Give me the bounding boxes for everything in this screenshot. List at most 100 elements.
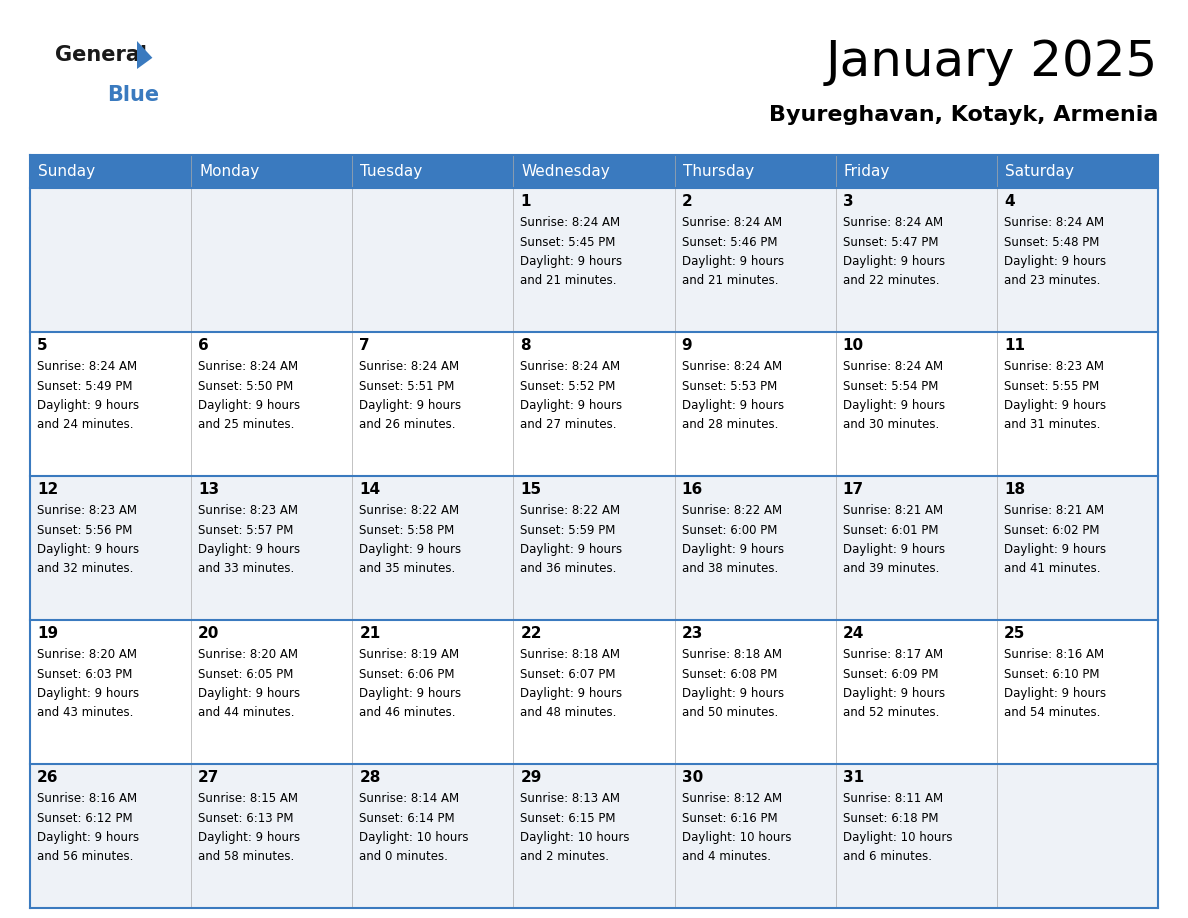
Text: Sunrise: 8:12 AM: Sunrise: 8:12 AM: [682, 792, 782, 805]
Text: Sunrise: 8:24 AM: Sunrise: 8:24 AM: [1004, 216, 1104, 229]
Text: Daylight: 9 hours: Daylight: 9 hours: [37, 687, 139, 700]
Text: Sunrise: 8:11 AM: Sunrise: 8:11 AM: [842, 792, 943, 805]
Text: 26: 26: [37, 770, 58, 785]
Bar: [675, 155, 835, 188]
Text: Sunrise: 8:23 AM: Sunrise: 8:23 AM: [1004, 360, 1104, 373]
Text: and 43 minutes.: and 43 minutes.: [37, 707, 133, 720]
Text: Daylight: 9 hours: Daylight: 9 hours: [682, 399, 784, 412]
Text: and 4 minutes.: and 4 minutes.: [682, 850, 771, 864]
Text: 12: 12: [37, 482, 58, 497]
Text: Sunset: 5:53 PM: Sunset: 5:53 PM: [682, 379, 777, 393]
Text: 2: 2: [682, 194, 693, 209]
Text: Sunset: 6:07 PM: Sunset: 6:07 PM: [520, 667, 615, 680]
Text: Daylight: 10 hours: Daylight: 10 hours: [682, 831, 791, 844]
Text: 24: 24: [842, 626, 864, 641]
Text: Daylight: 9 hours: Daylight: 9 hours: [842, 255, 944, 268]
Text: Sunrise: 8:15 AM: Sunrise: 8:15 AM: [198, 792, 298, 805]
Text: 8: 8: [520, 338, 531, 353]
Text: Daylight: 9 hours: Daylight: 9 hours: [842, 687, 944, 700]
Text: and 22 minutes.: and 22 minutes.: [842, 274, 940, 287]
Text: 15: 15: [520, 482, 542, 497]
Text: Sunset: 5:45 PM: Sunset: 5:45 PM: [520, 236, 615, 249]
Text: Sunset: 6:18 PM: Sunset: 6:18 PM: [842, 812, 939, 824]
Text: Daylight: 9 hours: Daylight: 9 hours: [37, 543, 139, 556]
Text: and 23 minutes.: and 23 minutes.: [1004, 274, 1100, 287]
Text: and 54 minutes.: and 54 minutes.: [1004, 707, 1100, 720]
Text: Sunrise: 8:20 AM: Sunrise: 8:20 AM: [198, 648, 298, 661]
Bar: [30, 476, 1158, 620]
Text: 4: 4: [1004, 194, 1015, 209]
Text: and 27 minutes.: and 27 minutes.: [520, 419, 617, 431]
Text: and 6 minutes.: and 6 minutes.: [842, 850, 931, 864]
Text: and 31 minutes.: and 31 minutes.: [1004, 419, 1100, 431]
Text: Wednesday: Wednesday: [522, 164, 611, 179]
Text: Daylight: 9 hours: Daylight: 9 hours: [37, 399, 139, 412]
Text: 28: 28: [359, 770, 380, 785]
Bar: [353, 155, 513, 188]
Text: Daylight: 9 hours: Daylight: 9 hours: [520, 543, 623, 556]
Text: and 56 minutes.: and 56 minutes.: [37, 850, 133, 864]
Text: and 30 minutes.: and 30 minutes.: [842, 419, 939, 431]
Text: and 35 minutes.: and 35 minutes.: [359, 563, 455, 576]
Text: Sunset: 5:47 PM: Sunset: 5:47 PM: [842, 236, 939, 249]
Text: 22: 22: [520, 626, 542, 641]
Text: Sunrise: 8:24 AM: Sunrise: 8:24 AM: [198, 360, 298, 373]
Text: and 38 minutes.: and 38 minutes.: [682, 563, 778, 576]
Text: and 21 minutes.: and 21 minutes.: [682, 274, 778, 287]
Text: Sunrise: 8:24 AM: Sunrise: 8:24 AM: [359, 360, 460, 373]
Text: and 36 minutes.: and 36 minutes.: [520, 563, 617, 576]
Text: Sunrise: 8:24 AM: Sunrise: 8:24 AM: [842, 360, 943, 373]
Text: Sunrise: 8:24 AM: Sunrise: 8:24 AM: [842, 216, 943, 229]
Text: 1: 1: [520, 194, 531, 209]
Text: Daylight: 9 hours: Daylight: 9 hours: [1004, 399, 1106, 412]
Text: Sunrise: 8:13 AM: Sunrise: 8:13 AM: [520, 792, 620, 805]
Text: Sunrise: 8:18 AM: Sunrise: 8:18 AM: [520, 648, 620, 661]
Text: Sunrise: 8:22 AM: Sunrise: 8:22 AM: [520, 504, 620, 517]
Text: and 46 minutes.: and 46 minutes.: [359, 707, 456, 720]
Text: 21: 21: [359, 626, 380, 641]
Text: 19: 19: [37, 626, 58, 641]
Text: Daylight: 10 hours: Daylight: 10 hours: [520, 831, 630, 844]
Text: Daylight: 9 hours: Daylight: 9 hours: [198, 687, 301, 700]
Text: Friday: Friday: [843, 164, 890, 179]
Text: Byureghavan, Kotayk, Armenia: Byureghavan, Kotayk, Armenia: [769, 105, 1158, 125]
Text: 30: 30: [682, 770, 703, 785]
Bar: [30, 188, 1158, 332]
Text: Sunrise: 8:24 AM: Sunrise: 8:24 AM: [37, 360, 137, 373]
Text: and 24 minutes.: and 24 minutes.: [37, 419, 133, 431]
Text: Daylight: 9 hours: Daylight: 9 hours: [682, 687, 784, 700]
Text: Sunset: 6:03 PM: Sunset: 6:03 PM: [37, 667, 132, 680]
Polygon shape: [137, 41, 152, 69]
Text: and 58 minutes.: and 58 minutes.: [198, 850, 295, 864]
Text: 3: 3: [842, 194, 853, 209]
Bar: [191, 155, 353, 188]
Bar: [997, 155, 1158, 188]
Bar: [30, 620, 1158, 764]
Text: 20: 20: [198, 626, 220, 641]
Text: Sunrise: 8:14 AM: Sunrise: 8:14 AM: [359, 792, 460, 805]
Text: Sunrise: 8:24 AM: Sunrise: 8:24 AM: [682, 216, 782, 229]
Text: 5: 5: [37, 338, 48, 353]
Text: and 2 minutes.: and 2 minutes.: [520, 850, 609, 864]
Text: Sunset: 5:46 PM: Sunset: 5:46 PM: [682, 236, 777, 249]
Text: Sunrise: 8:21 AM: Sunrise: 8:21 AM: [842, 504, 943, 517]
Text: Sunset: 6:05 PM: Sunset: 6:05 PM: [198, 667, 293, 680]
Text: Sunrise: 8:20 AM: Sunrise: 8:20 AM: [37, 648, 137, 661]
Text: 18: 18: [1004, 482, 1025, 497]
Text: Sunset: 6:10 PM: Sunset: 6:10 PM: [1004, 667, 1099, 680]
Text: Sunset: 6:13 PM: Sunset: 6:13 PM: [198, 812, 293, 824]
Text: Sunset: 6:09 PM: Sunset: 6:09 PM: [842, 667, 939, 680]
Text: Daylight: 9 hours: Daylight: 9 hours: [359, 399, 461, 412]
Text: Daylight: 9 hours: Daylight: 9 hours: [37, 831, 139, 844]
Text: and 25 minutes.: and 25 minutes.: [198, 419, 295, 431]
Text: and 28 minutes.: and 28 minutes.: [682, 419, 778, 431]
Text: Sunrise: 8:21 AM: Sunrise: 8:21 AM: [1004, 504, 1104, 517]
Text: Daylight: 9 hours: Daylight: 9 hours: [682, 543, 784, 556]
Text: Sunset: 5:57 PM: Sunset: 5:57 PM: [198, 523, 293, 536]
Text: and 50 minutes.: and 50 minutes.: [682, 707, 778, 720]
Text: Sunrise: 8:17 AM: Sunrise: 8:17 AM: [842, 648, 943, 661]
Bar: [30, 332, 1158, 476]
Text: Sunrise: 8:16 AM: Sunrise: 8:16 AM: [1004, 648, 1104, 661]
Text: Sunset: 5:56 PM: Sunset: 5:56 PM: [37, 523, 132, 536]
Text: and 0 minutes.: and 0 minutes.: [359, 850, 448, 864]
